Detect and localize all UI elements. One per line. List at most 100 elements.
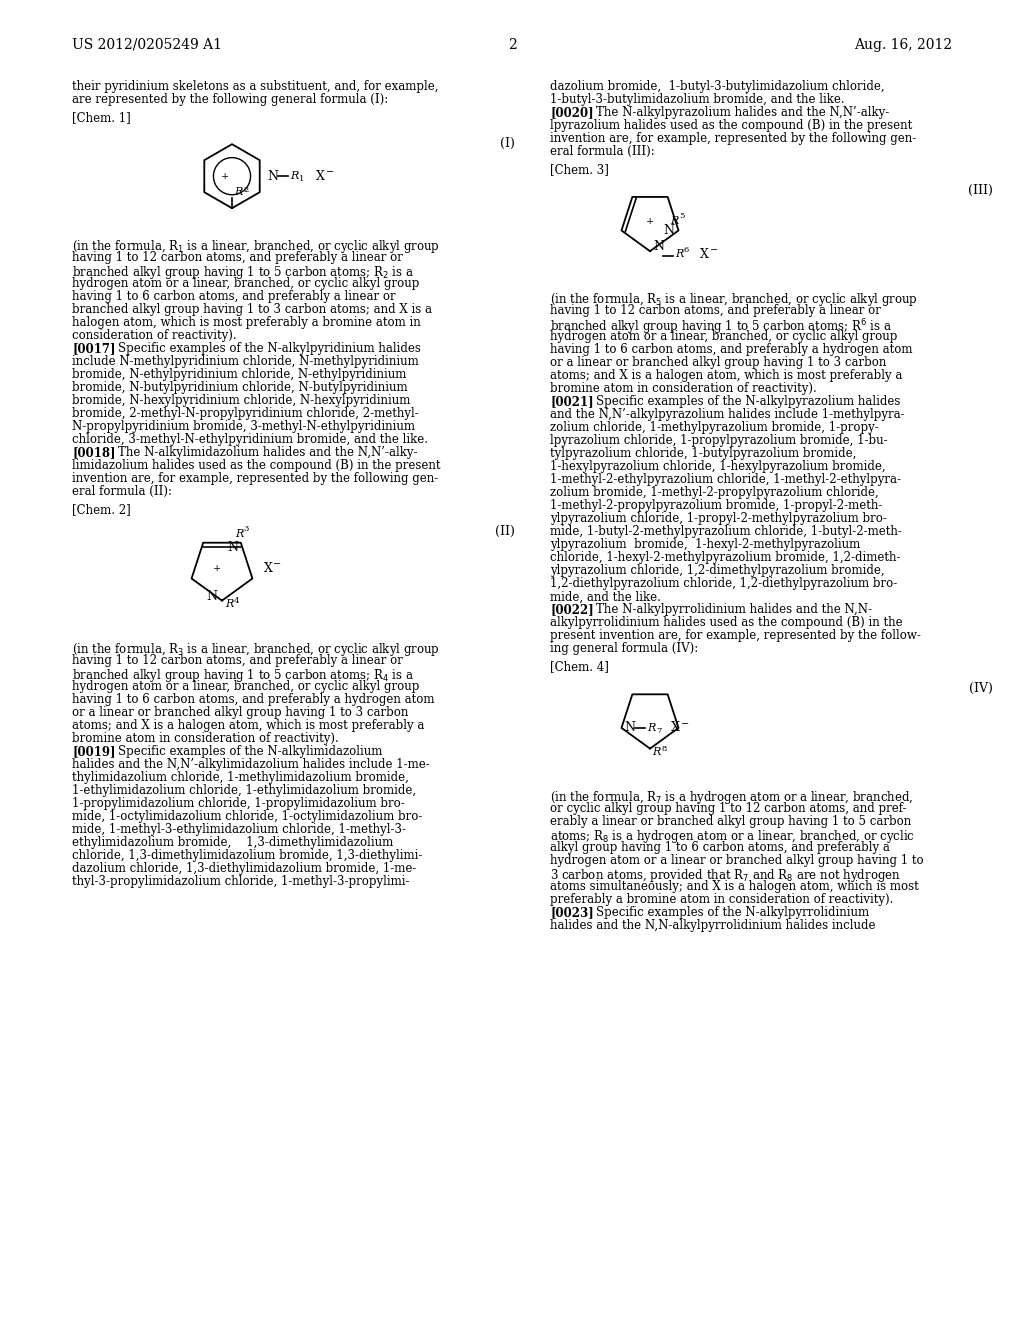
Text: invention are, for example, represented by the following gen-: invention are, for example, represented … bbox=[550, 132, 916, 145]
Text: limidazolium halides used as the compound (B) in the present: limidazolium halides used as the compoun… bbox=[72, 459, 440, 473]
Text: mide, 1-octylimidazolium chloride, 1-octylimidazolium bro-: mide, 1-octylimidazolium chloride, 1-oct… bbox=[72, 809, 422, 822]
Text: their pyridinium skeletons as a substituent, and, for example,: their pyridinium skeletons as a substitu… bbox=[72, 81, 438, 92]
Text: and the N,N’-alkylpyrazolium halides include 1-methylpyra-: and the N,N’-alkylpyrazolium halides inc… bbox=[550, 408, 904, 421]
Text: X: X bbox=[692, 248, 709, 261]
Text: (I): (I) bbox=[500, 137, 515, 150]
Text: consideration of reactivity).: consideration of reactivity). bbox=[72, 330, 237, 342]
Text: having 1 to 6 carbon atoms, and preferably a hydrogen atom: having 1 to 6 carbon atoms, and preferab… bbox=[72, 693, 434, 706]
Text: +: + bbox=[221, 172, 229, 181]
Text: R: R bbox=[225, 598, 233, 609]
Text: chloride, 1,3-dimethylimidazolium bromide, 1,3-diethylimi-: chloride, 1,3-dimethylimidazolium bromid… bbox=[72, 849, 422, 862]
Text: having 1 to 12 carbon atoms, and preferably a linear or: having 1 to 12 carbon atoms, and prefera… bbox=[550, 305, 881, 317]
Text: ethylimidazolium bromide,    1,3-dimethylimidazolium: ethylimidazolium bromide, 1,3-dimethylim… bbox=[72, 836, 393, 849]
Text: hydrogen atom or a linear, branched, or cyclic alkyl group: hydrogen atom or a linear, branched, or … bbox=[72, 277, 420, 290]
Text: hydrogen atom or a linear, branched, or cyclic alkyl group: hydrogen atom or a linear, branched, or … bbox=[72, 680, 420, 693]
Text: R: R bbox=[675, 249, 683, 259]
Text: ylpyrazolium  bromide,  1-hexyl-2-methylpyrazolium: ylpyrazolium bromide, 1-hexyl-2-methylpy… bbox=[550, 539, 860, 552]
Text: X: X bbox=[308, 170, 325, 182]
Text: having 1 to 12 carbon atoms, and preferably a linear or: having 1 to 12 carbon atoms, and prefera… bbox=[72, 653, 402, 667]
Text: 1-hexylpyrazolium chloride, 1-hexylpyrazolium bromide,: 1-hexylpyrazolium chloride, 1-hexylpyraz… bbox=[550, 461, 886, 474]
Text: halogen atom, which is most preferably a bromine atom in: halogen atom, which is most preferably a… bbox=[72, 317, 421, 330]
Text: preferably a bromine atom in consideration of reactivity).: preferably a bromine atom in considerati… bbox=[550, 892, 893, 906]
Text: tylpyrazolium chloride, 1-butylpyrazolium bromide,: tylpyrazolium chloride, 1-butylpyrazoliu… bbox=[550, 447, 856, 461]
Text: −: − bbox=[710, 246, 718, 255]
Text: Specific examples of the N-alkylpyrrolidinium: Specific examples of the N-alkylpyrrolid… bbox=[581, 906, 868, 919]
Text: branched alkyl group having 1 to 5 carbon atoms; R$_4$ is a: branched alkyl group having 1 to 5 carbo… bbox=[72, 667, 414, 684]
Text: thylimidazolium chloride, 1-methylimidazolium bromide,: thylimidazolium chloride, 1-methylimidaz… bbox=[72, 771, 409, 784]
Text: −: − bbox=[326, 168, 334, 177]
Text: N: N bbox=[653, 240, 664, 253]
Text: The N-alkylpyrrolidinium halides and the N,N-: The N-alkylpyrrolidinium halides and the… bbox=[581, 603, 871, 616]
Text: [0017]: [0017] bbox=[72, 342, 116, 355]
Text: invention are, for example, represented by the following gen-: invention are, for example, represented … bbox=[72, 473, 438, 486]
Text: 3 carbon atoms, provided that R$_7$ and R$_8$ are not hydrogen: 3 carbon atoms, provided that R$_7$ and … bbox=[550, 867, 901, 884]
Text: atoms; and X is a halogen atom, which is most preferably a: atoms; and X is a halogen atom, which is… bbox=[550, 370, 902, 383]
Text: N: N bbox=[206, 590, 217, 603]
Text: Specific examples of the N-alkylimidazolium: Specific examples of the N-alkylimidazol… bbox=[102, 744, 382, 758]
Text: dazolium bromide,  1-butyl-3-butylimidazolium chloride,: dazolium bromide, 1-butyl-3-butylimidazo… bbox=[550, 81, 885, 92]
Text: N: N bbox=[227, 541, 239, 553]
Text: 5: 5 bbox=[680, 213, 685, 220]
Text: Specific examples of the N-alkylpyrazolium halides: Specific examples of the N-alkylpyrazoli… bbox=[581, 396, 900, 408]
Text: +: + bbox=[646, 216, 654, 226]
Text: (IV): (IV) bbox=[969, 681, 993, 694]
Text: include N-methylpyridinium chloride, N-methylpyridinium: include N-methylpyridinium chloride, N-m… bbox=[72, 355, 419, 368]
Text: [0023]: [0023] bbox=[550, 906, 594, 919]
Text: −: − bbox=[681, 721, 689, 730]
Text: The N-alkylimidazolium halides and the N,N’-alky-: The N-alkylimidazolium halides and the N… bbox=[102, 446, 417, 459]
Text: zolium bromide, 1-methyl-2-propylpyrazolium chloride,: zolium bromide, 1-methyl-2-propylpyrazol… bbox=[550, 486, 879, 499]
Text: +: + bbox=[213, 564, 221, 573]
Text: [Chem. 1]: [Chem. 1] bbox=[72, 111, 131, 124]
Text: bromide, N-butylpyridinium chloride, N-butylpyridinium: bromide, N-butylpyridinium chloride, N-b… bbox=[72, 381, 408, 395]
Text: [0020]: [0020] bbox=[550, 106, 594, 119]
Text: or a linear or branched alkyl group having 1 to 3 carbon: or a linear or branched alkyl group havi… bbox=[550, 356, 887, 370]
Text: atoms; and X is a halogen atom, which is most preferably a: atoms; and X is a halogen atom, which is… bbox=[72, 719, 424, 731]
Text: mide, and the like.: mide, and the like. bbox=[550, 590, 660, 603]
Text: R: R bbox=[234, 529, 243, 539]
Text: ing general formula (IV):: ing general formula (IV): bbox=[550, 643, 698, 656]
Text: hydrogen atom or a linear, branched, or cyclic alkyl group: hydrogen atom or a linear, branched, or … bbox=[550, 330, 897, 343]
Text: having 1 to 6 carbon atoms, and preferably a hydrogen atom: having 1 to 6 carbon atoms, and preferab… bbox=[550, 343, 912, 356]
Text: 1-propylimidazolium chloride, 1-propylimidazolium bro-: 1-propylimidazolium chloride, 1-propylim… bbox=[72, 797, 404, 809]
Text: branched alkyl group having 1 to 5 carbon atoms; R$_2$ is a: branched alkyl group having 1 to 5 carbo… bbox=[72, 264, 414, 281]
Text: N: N bbox=[625, 721, 636, 734]
Text: dazolium chloride, 1,3-diethylimidazolium bromide, 1-me-: dazolium chloride, 1,3-diethylimidazoliu… bbox=[72, 862, 417, 875]
Text: thyl-3-propylimidazolium chloride, 1-methyl-3-propylimi-: thyl-3-propylimidazolium chloride, 1-met… bbox=[72, 875, 410, 888]
Text: eral formula (III):: eral formula (III): bbox=[550, 145, 654, 158]
Text: (in the formula, R$_1$ is a linear, branched, or cyclic alkyl group: (in the formula, R$_1$ is a linear, bran… bbox=[72, 239, 440, 255]
Text: (II): (II) bbox=[496, 524, 515, 537]
Text: [Chem. 4]: [Chem. 4] bbox=[550, 660, 609, 673]
Text: N: N bbox=[664, 224, 675, 238]
Text: bromine atom in consideration of reactivity).: bromine atom in consideration of reactiv… bbox=[550, 383, 817, 396]
Text: 1-butyl-3-butylimidazolium bromide, and the like.: 1-butyl-3-butylimidazolium bromide, and … bbox=[550, 92, 845, 106]
Text: chloride, 3-methyl-N-ethylpyridinium bromide, and the like.: chloride, 3-methyl-N-ethylpyridinium bro… bbox=[72, 433, 428, 446]
Text: bromide, N-ethylpyridinium chloride, N-ethylpyridinium: bromide, N-ethylpyridinium chloride, N-e… bbox=[72, 368, 407, 381]
Text: zolium chloride, 1-methylpyrazolium bromide, 1-propy-: zolium chloride, 1-methylpyrazolium brom… bbox=[550, 421, 879, 434]
Text: mide, 1-butyl-2-methylpyrazolium chloride, 1-butyl-2-meth-: mide, 1-butyl-2-methylpyrazolium chlorid… bbox=[550, 525, 902, 539]
Text: ylpyrazolium chloride, 1,2-dimethylpyrazolium bromide,: ylpyrazolium chloride, 1,2-dimethylpyraz… bbox=[550, 565, 885, 577]
Text: R: R bbox=[647, 723, 655, 733]
Text: halides and the N,N’-alkylimidazolium halides include 1-me-: halides and the N,N’-alkylimidazolium ha… bbox=[72, 758, 430, 771]
Text: hydrogen atom or a linear or branched alkyl group having 1 to: hydrogen atom or a linear or branched al… bbox=[550, 854, 924, 867]
Text: lpyrazolium chloride, 1-propylpyrazolium bromide, 1-bu-: lpyrazolium chloride, 1-propylpyrazolium… bbox=[550, 434, 888, 447]
Text: (in the formula, R$_7$ is a hydrogen atom or a linear, branched,: (in the formula, R$_7$ is a hydrogen ato… bbox=[550, 789, 913, 805]
Text: (in the formula, R$_3$ is a linear, branched, or cyclic alkyl group: (in the formula, R$_3$ is a linear, bran… bbox=[72, 640, 440, 657]
Text: having 1 to 6 carbon atoms, and preferably a linear or: having 1 to 6 carbon atoms, and preferab… bbox=[72, 290, 395, 304]
Text: branched alkyl group having 1 to 3 carbon atoms; and X is a: branched alkyl group having 1 to 3 carbo… bbox=[72, 304, 432, 317]
Text: or a linear or branched alkyl group having 1 to 3 carbon: or a linear or branched alkyl group havi… bbox=[72, 706, 409, 719]
Text: alkyl group having 1 to 6 carbon atoms, and preferably a: alkyl group having 1 to 6 carbon atoms, … bbox=[550, 841, 890, 854]
Text: X: X bbox=[264, 562, 272, 576]
Text: having 1 to 12 carbon atoms, and preferably a linear or: having 1 to 12 carbon atoms, and prefera… bbox=[72, 251, 402, 264]
Text: Aug. 16, 2012: Aug. 16, 2012 bbox=[854, 38, 952, 51]
Text: bromine atom in consideration of reactivity).: bromine atom in consideration of reactiv… bbox=[72, 731, 339, 744]
Text: R: R bbox=[671, 216, 679, 227]
Text: atoms; R$_8$ is a hydrogen atom or a linear, branched, or cyclic: atoms; R$_8$ is a hydrogen atom or a lin… bbox=[550, 828, 915, 845]
Text: 4: 4 bbox=[234, 597, 240, 605]
Text: mide, 1-methyl-3-ethylimidazolium chloride, 1-methyl-3-: mide, 1-methyl-3-ethylimidazolium chlori… bbox=[72, 822, 406, 836]
Text: bromide, 2-methyl-N-propylpyridinium chloride, 2-methyl-: bromide, 2-methyl-N-propylpyridinium chl… bbox=[72, 408, 419, 420]
Text: erably a linear or branched alkyl group having 1 to 5 carbon: erably a linear or branched alkyl group … bbox=[550, 814, 911, 828]
Text: bromide, N-hexylpyridinium chloride, N-hexylpyridinium: bromide, N-hexylpyridinium chloride, N-h… bbox=[72, 395, 411, 408]
Text: halides and the N,N-alkylpyrrolidinium halides include: halides and the N,N-alkylpyrrolidinium h… bbox=[550, 919, 876, 932]
Text: R: R bbox=[652, 747, 660, 756]
Text: 6: 6 bbox=[684, 247, 689, 255]
